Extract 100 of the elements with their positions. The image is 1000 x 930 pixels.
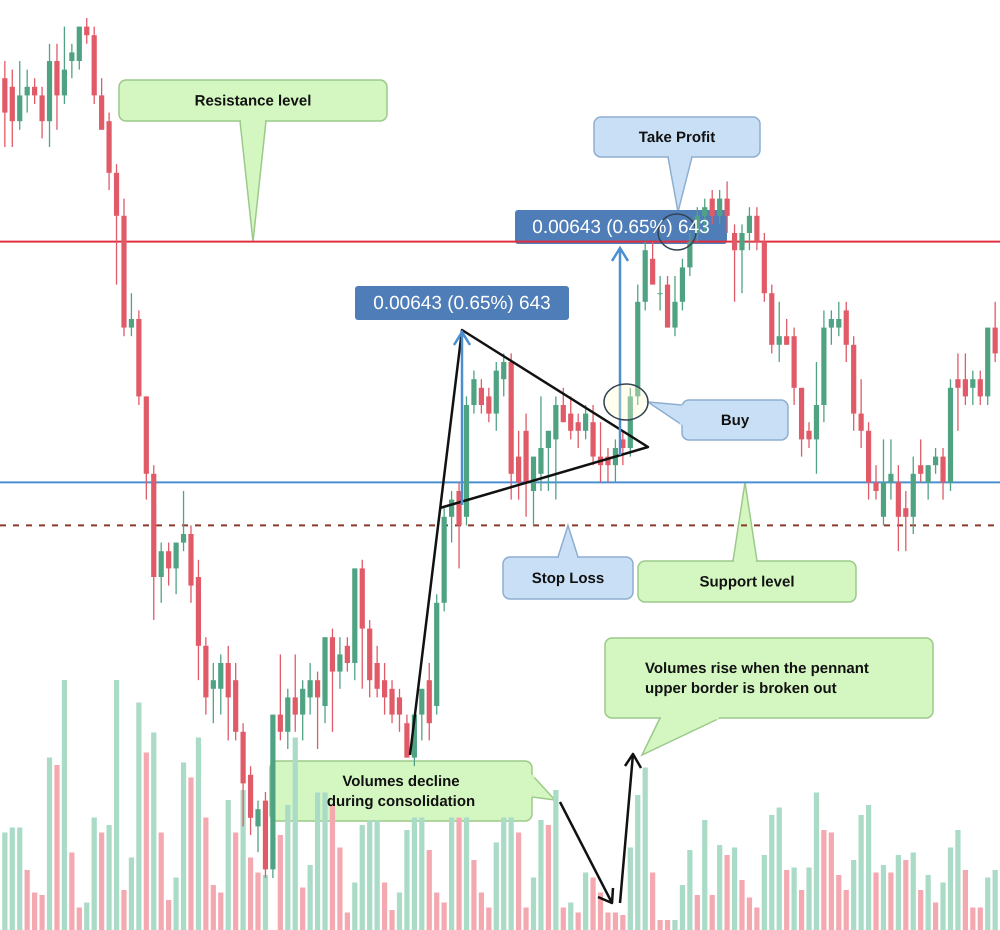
bar: [196, 738, 202, 930]
bar: [858, 815, 864, 930]
candlestick: [344, 636, 350, 672]
bar: [344, 912, 350, 930]
bar: [530, 878, 536, 930]
bar: [762, 855, 767, 930]
candlestick: [724, 180, 730, 234]
bar: [717, 845, 722, 930]
candlestick: [955, 352, 961, 432]
bar: [836, 875, 842, 930]
bar: [642, 768, 648, 930]
bar: [114, 680, 120, 930]
bar: [792, 868, 797, 930]
candlestick: [255, 800, 261, 853]
candlestick: [32, 78, 38, 105]
bar: [203, 818, 208, 930]
bar: [210, 885, 216, 930]
bar: [39, 895, 45, 930]
bar: [620, 915, 626, 930]
bar: [508, 818, 514, 930]
bar: [233, 832, 238, 930]
candlestick: [314, 670, 320, 750]
bar: [605, 912, 611, 930]
candlestick: [828, 310, 834, 346]
bar: [69, 852, 74, 930]
candlestick: [970, 370, 976, 406]
annotation: Volumes decline during consolidation: [326, 772, 476, 810]
bar: [412, 818, 417, 930]
bar: [903, 860, 908, 930]
bar: [553, 790, 558, 930]
candlestick: [396, 688, 402, 732]
bar: [583, 872, 588, 930]
bar: [173, 878, 179, 930]
bar: [516, 832, 522, 930]
candlestick: [210, 662, 216, 724]
candlestick: [836, 301, 842, 337]
bar: [292, 738, 298, 930]
annotation: Buy: [720, 412, 750, 428]
candlestick: [918, 438, 924, 484]
bar: [180, 762, 186, 930]
bar: [769, 815, 774, 930]
bar: [46, 758, 52, 930]
bar: [702, 820, 708, 930]
bar: [314, 792, 320, 930]
bar: [932, 902, 938, 930]
bar: [970, 908, 976, 930]
ref-line-label: Support level: [699, 573, 795, 590]
bar: [322, 792, 328, 930]
bar: [188, 778, 194, 930]
bar: [710, 895, 715, 930]
bar: [851, 860, 856, 930]
bar: [784, 870, 790, 930]
bar: [568, 902, 574, 930]
bar: [255, 872, 261, 930]
candlestick: [501, 352, 506, 398]
bar: [635, 795, 640, 930]
bar: [821, 830, 827, 930]
bar: [374, 820, 380, 930]
candlestick: [784, 318, 790, 346]
bar: [84, 902, 90, 930]
bar: [494, 842, 499, 930]
candlestick: [24, 68, 30, 114]
bar: [590, 878, 596, 930]
bar: [92, 818, 97, 930]
bar: [828, 832, 834, 930]
bar: [151, 732, 156, 930]
bar: [672, 920, 678, 930]
bar: [940, 882, 946, 930]
bar: [560, 908, 566, 930]
bar: [404, 830, 410, 930]
bar: [24, 870, 30, 930]
bar: [128, 858, 134, 930]
bar: [873, 872, 879, 930]
candlestick: [478, 378, 484, 414]
bar: [396, 892, 402, 930]
bar: [352, 882, 358, 930]
bar: [300, 888, 306, 930]
bar: [746, 898, 752, 930]
ref-line-label: Stop Loss: [532, 570, 604, 586]
bar: [628, 848, 633, 930]
bar: [985, 878, 990, 930]
candlestick: [888, 438, 894, 500]
candlestick: [962, 352, 968, 406]
candlestick: [746, 206, 752, 251]
candlestick: [382, 662, 388, 716]
candlestick: [732, 224, 738, 302]
bar: [136, 702, 142, 930]
bar: [732, 848, 738, 930]
candlestick: [278, 654, 283, 742]
candlestick: [657, 275, 663, 312]
candlestick: [978, 370, 983, 406]
bar: [2, 832, 8, 930]
bar: [844, 890, 849, 930]
bar: [62, 680, 68, 930]
bar: [99, 832, 104, 930]
bar: [478, 892, 484, 930]
bar: [278, 835, 283, 930]
bar: [464, 818, 470, 930]
bar: [546, 825, 552, 930]
bar: [926, 875, 931, 930]
